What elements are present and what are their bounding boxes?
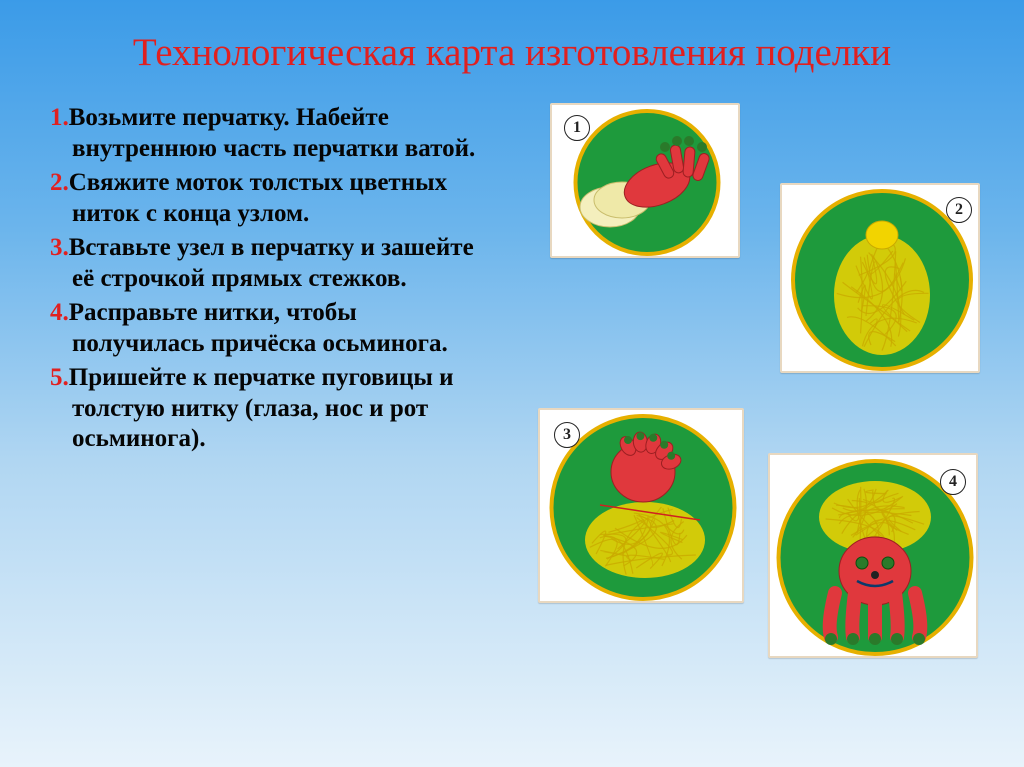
- step-text: Возьмите перчатку. Набейте внутреннюю ча…: [69, 104, 476, 162]
- step-number: 2.: [50, 169, 69, 196]
- figure-badge: 4: [940, 469, 966, 495]
- figure-3: 3: [538, 408, 744, 603]
- step-number: 4.: [50, 299, 69, 326]
- figure-4: 4: [768, 453, 978, 658]
- content-row: 1.Возьмите перчатку. Набейте внутреннюю …: [0, 103, 1024, 459]
- figures-area: 1234: [490, 103, 994, 459]
- step-number: 1.: [50, 104, 69, 131]
- figure-1: 1: [550, 103, 740, 258]
- step-1: 1.Возьмите перчатку. Набейте внутреннюю …: [30, 103, 490, 164]
- figure-badge: 2: [946, 197, 972, 223]
- step-5: 5.Пришейте к перчатке пуговицы и толстую…: [30, 363, 490, 455]
- step-2: 2.Свяжите моток толстых цветных ниток с …: [30, 168, 490, 229]
- step-number: 5.: [50, 364, 69, 391]
- figure-2: 2: [780, 183, 980, 373]
- step-4: 4.Расправьте нитки, чтобы получилась при…: [30, 298, 490, 359]
- figure-badge: 3: [554, 422, 580, 448]
- step-text: Вставьте узел в перчатку и зашейте её ст…: [69, 234, 474, 292]
- step-text: Свяжите моток толстых цветных ниток с ко…: [69, 169, 447, 227]
- step-3: 3.Вставьте узел в перчатку и зашейте её …: [30, 233, 490, 294]
- step-text: Пришейте к перчатке пуговицы и толстую н…: [69, 364, 454, 452]
- steps-list: 1.Возьмите перчатку. Набейте внутреннюю …: [30, 103, 490, 459]
- step-number: 3.: [50, 234, 69, 261]
- figure-badge: 1: [564, 115, 590, 141]
- page-title: Технологическая карта изготовления подел…: [0, 0, 1024, 103]
- step-text: Расправьте нитки, чтобы получилась причё…: [69, 299, 448, 357]
